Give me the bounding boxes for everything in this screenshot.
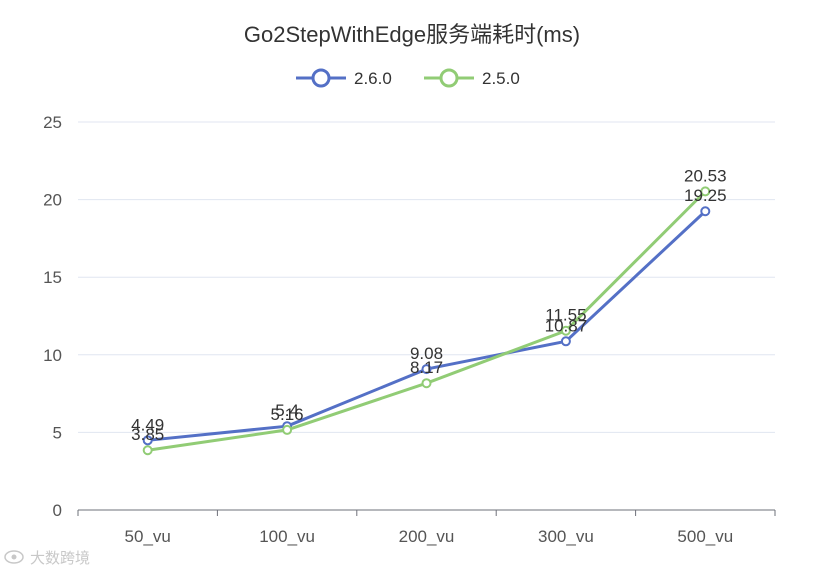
y-tick-label: 15	[43, 268, 62, 287]
y-tick-label: 0	[53, 501, 62, 520]
data-point[interactable]	[560, 336, 571, 347]
data-point[interactable]	[282, 424, 293, 435]
series-line	[147, 190, 707, 452]
data-point[interactable]	[700, 186, 711, 197]
data-label: 5.4	[275, 401, 299, 420]
data-label: 4.49	[131, 415, 164, 434]
data-point[interactable]	[142, 435, 153, 446]
data-label: 8.17	[410, 358, 443, 377]
data-point[interactable]	[700, 206, 711, 217]
x-tick-label: 50_vu	[125, 527, 171, 546]
chart-title: Go2StepWithEdge服务端耗时(ms)	[244, 22, 580, 47]
y-tick-label: 25	[43, 113, 62, 132]
x-tick-label: 200_vu	[399, 527, 455, 546]
data-label: 10.87	[545, 316, 588, 335]
data-label: 9.08	[410, 344, 443, 363]
data-point[interactable]	[142, 445, 153, 456]
y-tick-label: 10	[43, 346, 62, 365]
data-point[interactable]	[421, 378, 432, 389]
x-tick-label: 300_vu	[538, 527, 594, 546]
legend-item[interactable]: 2.5.0	[424, 68, 520, 88]
gridlines	[78, 121, 775, 433]
series-line	[147, 210, 707, 442]
data-label: 5.16	[271, 405, 304, 424]
eye-logo-icon	[4, 550, 24, 564]
legend[interactable]: 2.6.0 2.5.0	[296, 68, 520, 88]
watermark: 大数跨境	[4, 549, 90, 567]
y-tick-label: 20	[43, 191, 62, 210]
data-label: 19.25	[684, 186, 727, 205]
x-tick-label: 100_vu	[259, 527, 315, 546]
data-label: 11.55	[545, 306, 586, 325]
watermark-text: 大数跨境	[30, 549, 90, 567]
legend-item[interactable]: 2.6.0	[296, 68, 392, 88]
x-axis: 50_vu 100_vu 200_vu 300_vu 500_vu	[77, 509, 776, 546]
x-tick-label: 500_vu	[677, 527, 733, 546]
data-label: 20.53	[684, 166, 727, 185]
data-point[interactable]	[560, 325, 571, 336]
legend-label: 2.5.0	[482, 69, 520, 88]
data-label: 3.85	[131, 425, 164, 444]
y-tick-label: 5	[53, 423, 62, 442]
y-axis: 0 5 10 15 20 25	[43, 113, 62, 520]
legend-marker-icon	[311, 68, 331, 88]
legend-label: 2.6.0	[354, 69, 392, 88]
series-layer	[142, 186, 711, 456]
legend-marker-icon	[439, 68, 459, 88]
data-point[interactable]	[421, 364, 432, 375]
data-labels: 4.49 5.4 9.08 10.87 19.25 3.85 5.16 8.17 11.55 20…	[131, 166, 726, 444]
